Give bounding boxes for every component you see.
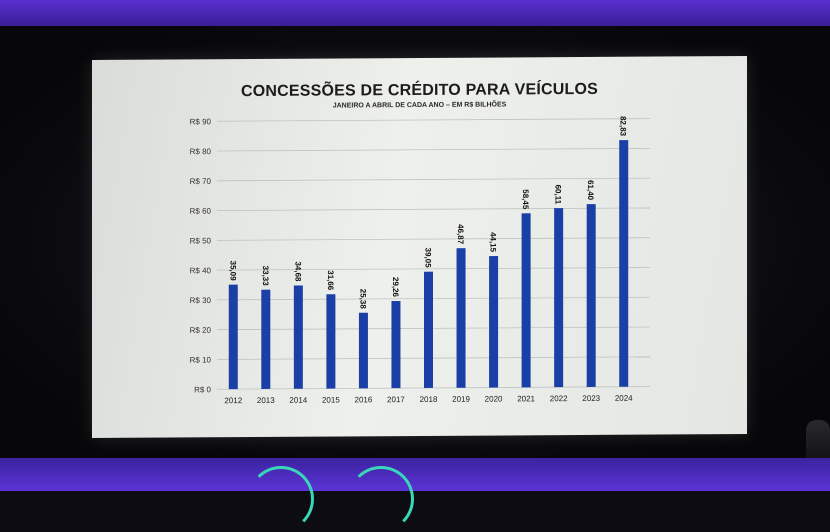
projection-screen: CONCESSÕES DE CRÉDITO PARA VEÍCULOS JANE…: [92, 55, 747, 439]
x-tick-label: 2024: [615, 394, 633, 403]
bar-value-label: 44,15: [489, 232, 498, 253]
gridline: [217, 386, 650, 390]
y-tick-label: R$ 50: [190, 236, 212, 245]
x-tick-label: 2021: [517, 394, 535, 403]
x-tick-label: 2023: [582, 394, 600, 403]
bar: [489, 256, 499, 388]
y-tick-label: R$ 70: [190, 177, 212, 186]
bar: [586, 204, 596, 387]
gridline: [217, 356, 650, 360]
bar: [261, 289, 271, 389]
x-tick-label: 2020: [485, 394, 503, 403]
bar-value-label: 39,05: [424, 248, 433, 269]
bar: [391, 300, 401, 389]
bar: [326, 294, 336, 389]
bar: [521, 213, 531, 388]
y-tick-label: R$ 10: [190, 355, 212, 364]
decorative-arc: [348, 466, 414, 532]
bar-value-label: 34,68: [293, 261, 302, 282]
bar: [424, 271, 433, 388]
gridline: [217, 207, 650, 211]
bar-value-label: 29,26: [391, 277, 400, 298]
bar-value-label: 58,45: [521, 189, 530, 210]
y-tick-label: R$ 30: [190, 296, 212, 305]
bar-chart: R$ 0 R$ 10 R$ 20 R$ 30 R$ 40 R$ 50 R$ 60 R$ 70 R…: [190, 116, 650, 405]
x-tick-label: 2017: [387, 395, 405, 404]
y-tick-label: R$ 0: [194, 385, 211, 394]
y-tick-label: R$ 90: [190, 117, 212, 126]
bar-value-label: 31,66: [326, 270, 335, 291]
gridline: [217, 118, 650, 122]
bottom-light-band: [0, 458, 830, 491]
bar-value-label: 46,87: [456, 224, 465, 245]
gridline: [217, 296, 650, 301]
x-tick-label: 2015: [322, 395, 340, 404]
top-light-band: [0, 0, 830, 26]
x-tick-label: 2013: [257, 396, 275, 405]
y-tick-label: R$ 60: [190, 207, 212, 216]
bar-value-label: 33,33: [261, 266, 270, 287]
bar: [456, 248, 466, 388]
bar-value-label: 25,38: [358, 289, 367, 310]
x-tick-label: 2019: [452, 395, 470, 404]
bar: [228, 284, 238, 390]
x-tick-label: 2014: [289, 396, 307, 405]
decorative-arc: [248, 466, 314, 532]
gridline: [217, 147, 650, 152]
bar-value-label: 60,11: [554, 185, 563, 205]
gridline: [217, 267, 650, 271]
gridline: [217, 326, 650, 331]
bar: [619, 140, 629, 387]
x-tick-label: 2018: [420, 395, 438, 404]
gridline: [217, 237, 650, 241]
bar-value-label: 35,09: [228, 261, 237, 282]
gridline: [217, 177, 650, 182]
bar-value-label: 82,83: [619, 116, 628, 137]
x-tick-label: 2016: [355, 395, 373, 404]
bar: [554, 208, 564, 388]
y-tick-label: R$ 80: [190, 147, 212, 156]
y-tick-label: R$ 20: [190, 326, 212, 335]
bar-value-label: 61,40: [586, 180, 595, 201]
x-tick-label: 2012: [224, 396, 242, 405]
bar: [358, 312, 368, 389]
y-tick-label: R$ 40: [190, 266, 212, 275]
bar: [293, 285, 303, 389]
gridlines: [217, 118, 650, 390]
x-tick-label: 2022: [550, 394, 568, 403]
